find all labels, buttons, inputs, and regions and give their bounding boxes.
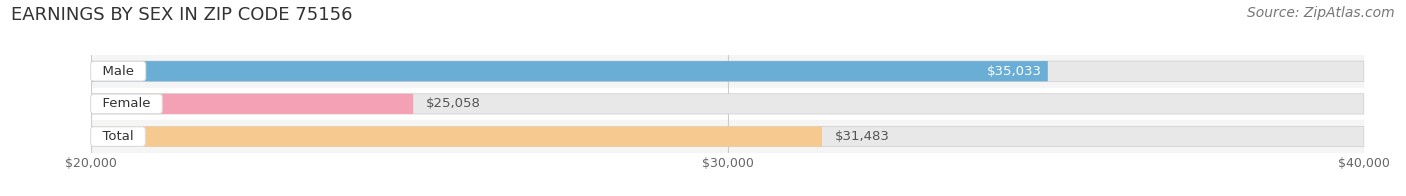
FancyBboxPatch shape	[91, 126, 1364, 147]
FancyBboxPatch shape	[91, 94, 1364, 114]
Text: Source: ZipAtlas.com: Source: ZipAtlas.com	[1247, 6, 1395, 20]
Bar	[91, 120, 1364, 153]
FancyBboxPatch shape	[91, 126, 823, 147]
FancyBboxPatch shape	[91, 94, 413, 114]
Text: EARNINGS BY SEX IN ZIP CODE 75156: EARNINGS BY SEX IN ZIP CODE 75156	[11, 6, 353, 24]
Bar	[91, 55, 1364, 88]
Text: Total: Total	[94, 130, 142, 143]
FancyBboxPatch shape	[91, 61, 1364, 81]
Text: $25,058: $25,058	[426, 97, 481, 110]
Text: Male: Male	[94, 65, 142, 78]
Bar	[91, 88, 1364, 120]
Text: Female: Female	[94, 97, 159, 110]
FancyBboxPatch shape	[91, 61, 1047, 81]
Text: $35,033: $35,033	[987, 65, 1042, 78]
Text: $31,483: $31,483	[835, 130, 890, 143]
